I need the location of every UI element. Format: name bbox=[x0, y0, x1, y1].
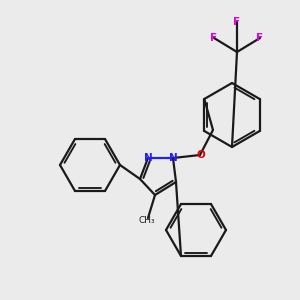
Text: CH₃: CH₃ bbox=[139, 216, 155, 225]
Text: N: N bbox=[144, 153, 152, 163]
Text: F: F bbox=[233, 17, 241, 27]
Text: F: F bbox=[256, 33, 264, 43]
Text: O: O bbox=[196, 150, 206, 160]
Text: F: F bbox=[210, 33, 218, 43]
Text: N: N bbox=[169, 153, 177, 163]
